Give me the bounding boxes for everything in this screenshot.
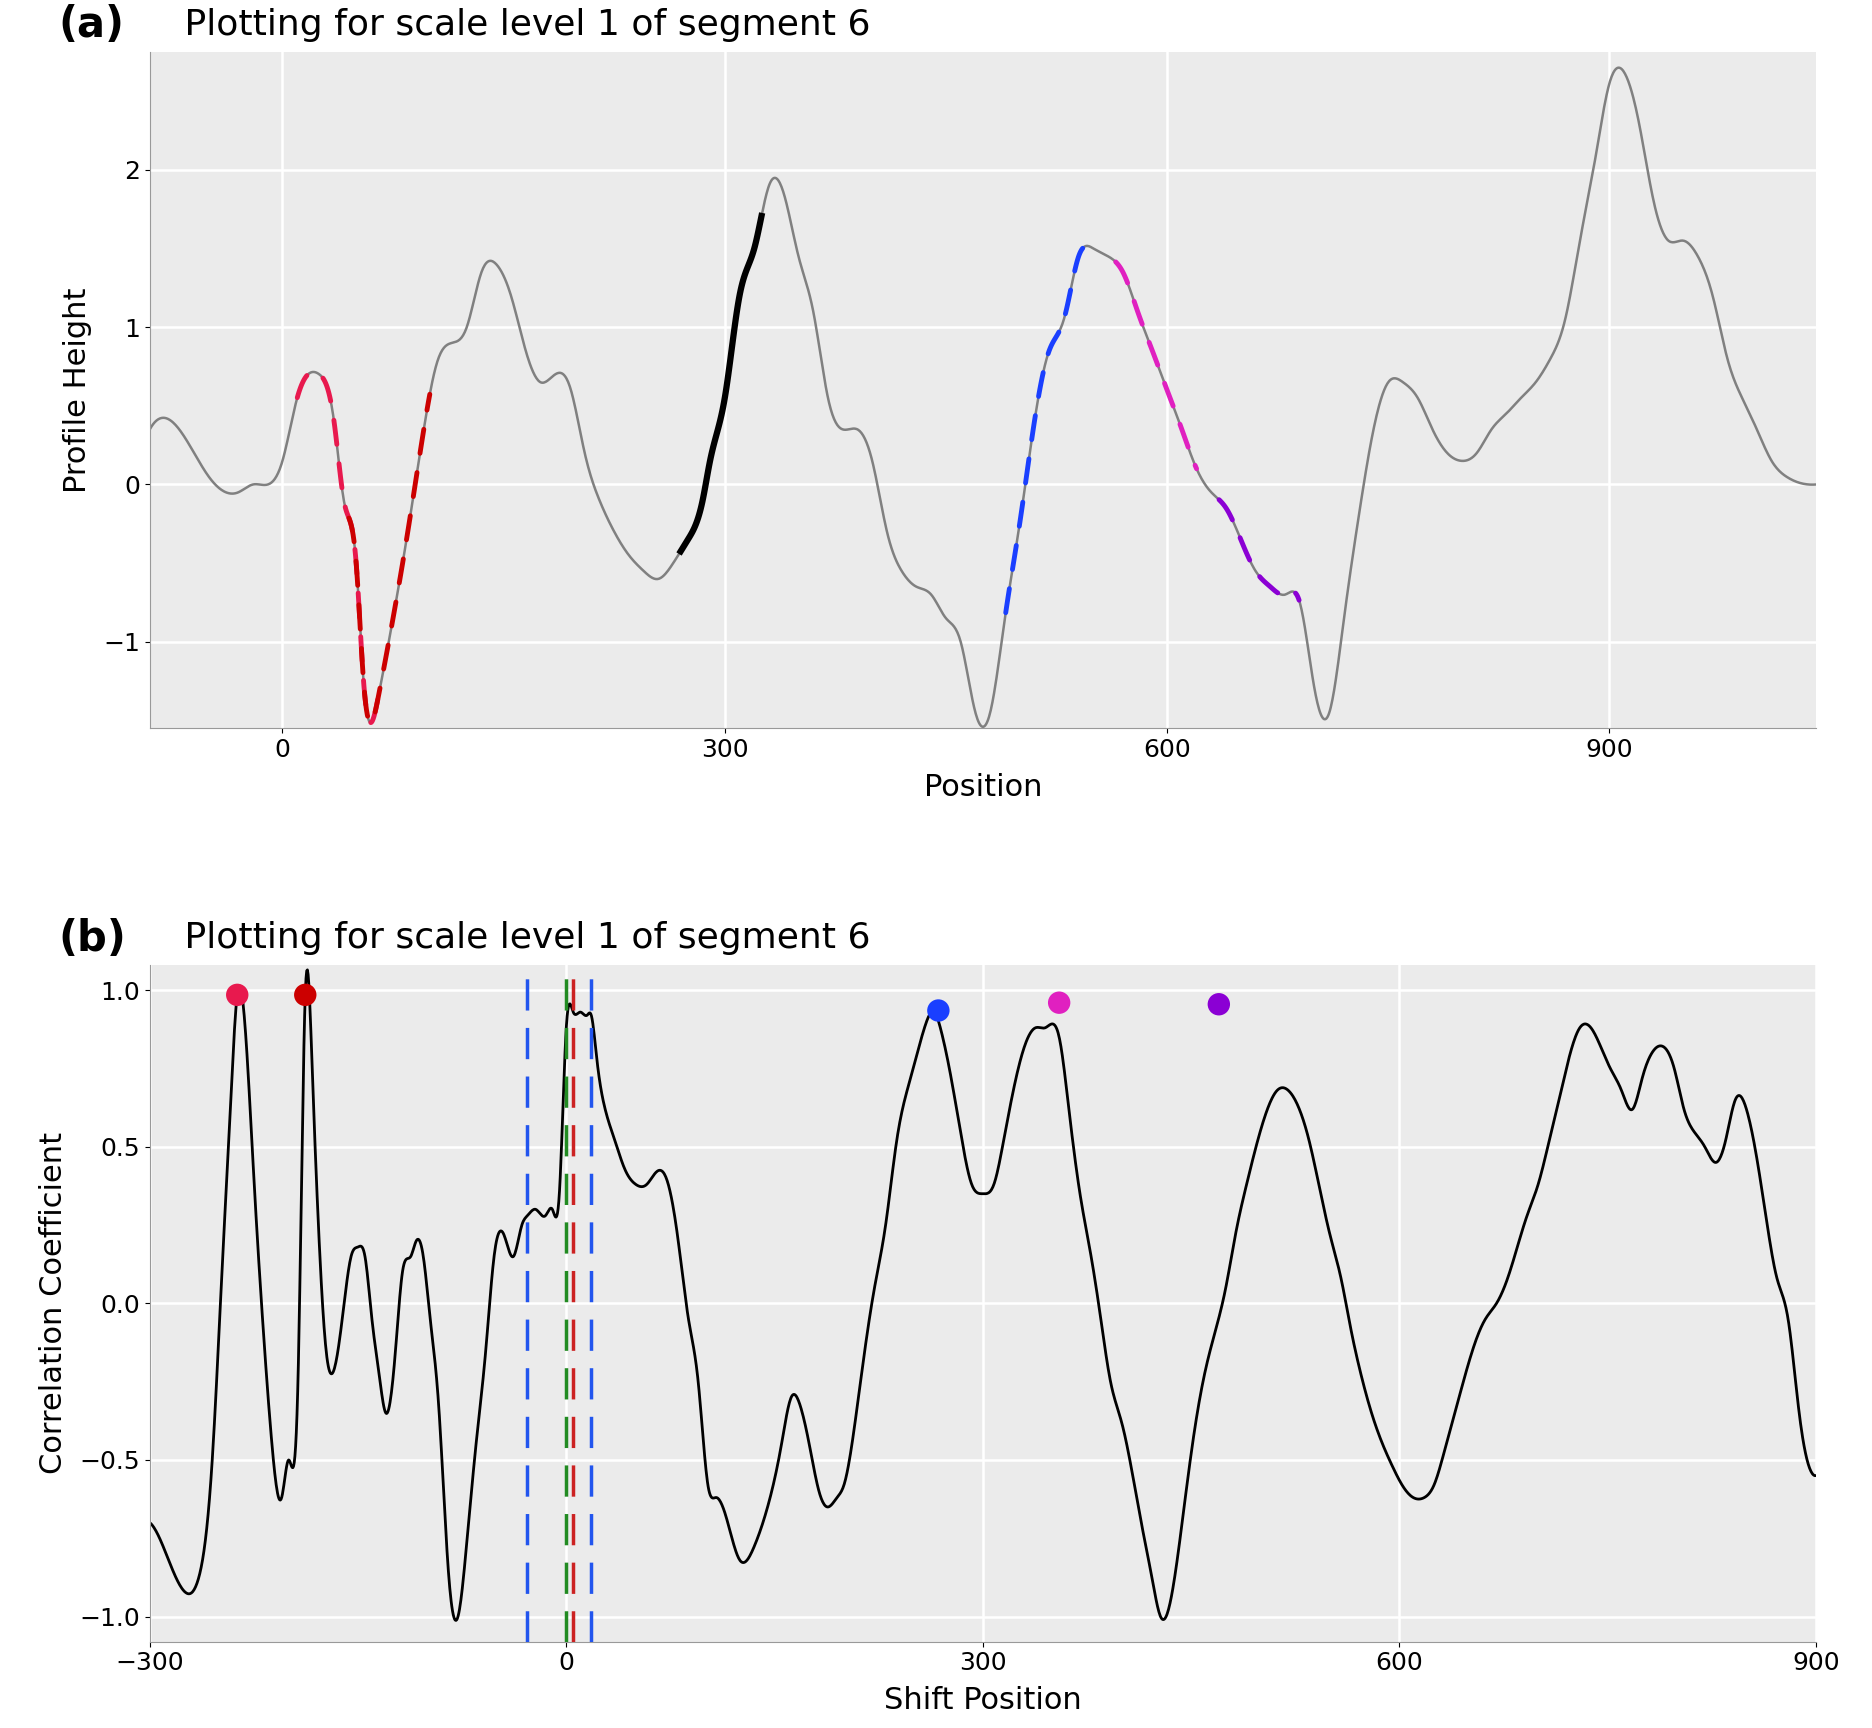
Text: (a): (a) <box>58 5 124 47</box>
Point <box>1204 990 1234 1018</box>
Y-axis label: Correlation Coefficient: Correlation Coefficient <box>39 1132 67 1474</box>
X-axis label: Position: Position <box>923 772 1043 802</box>
Point <box>290 982 320 1009</box>
Text: (b): (b) <box>58 918 125 959</box>
X-axis label: Shift Position: Shift Position <box>884 1687 1082 1716</box>
Text: Plotting for scale level 1 of segment 6: Plotting for scale level 1 of segment 6 <box>150 9 870 41</box>
Point <box>923 997 953 1025</box>
Text: Plotting for scale level 1 of segment 6: Plotting for scale level 1 of segment 6 <box>150 921 870 956</box>
Point <box>1045 988 1075 1016</box>
Y-axis label: Profile Height: Profile Height <box>64 287 92 492</box>
Point <box>223 982 253 1009</box>
